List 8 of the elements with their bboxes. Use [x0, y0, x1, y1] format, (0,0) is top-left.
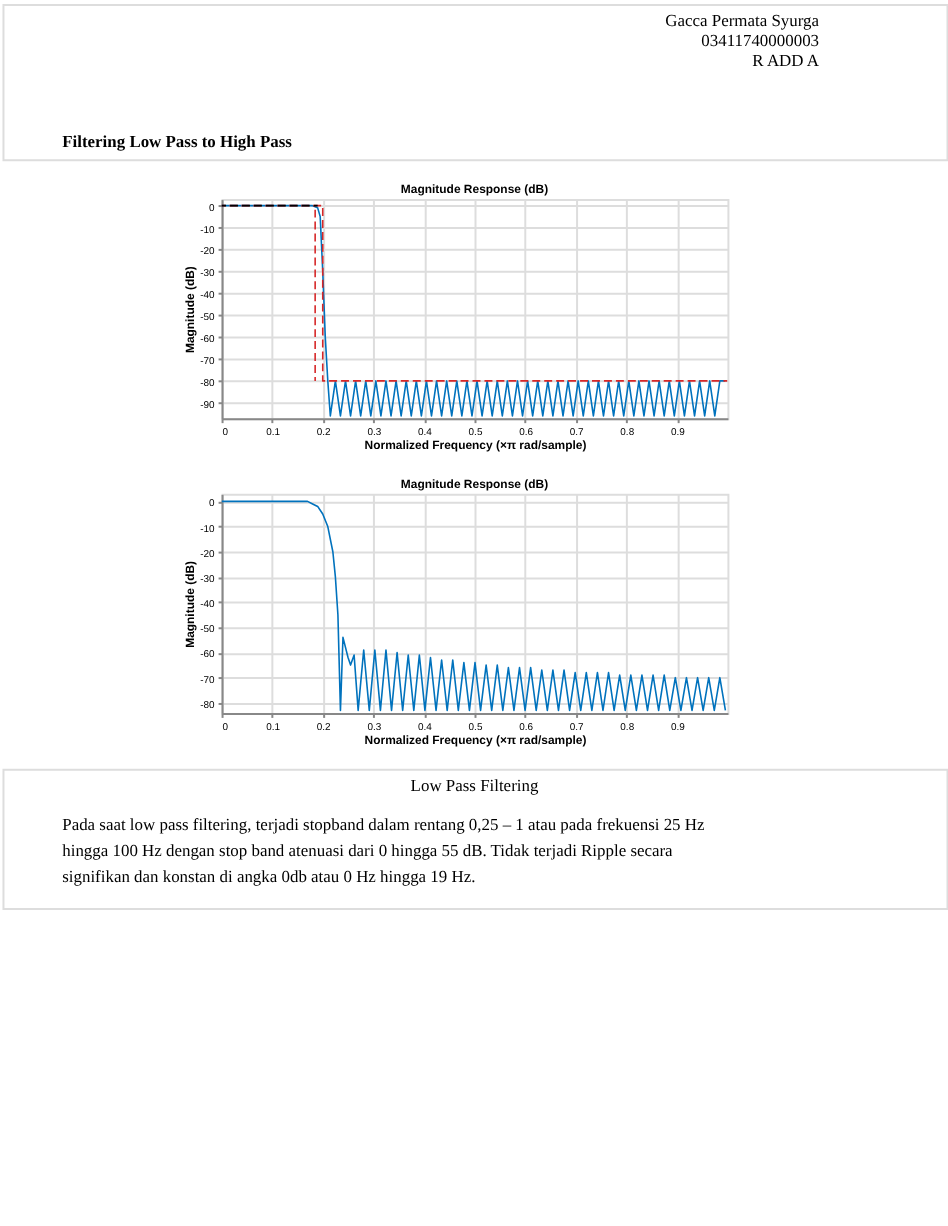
text: Pada saat low pass filtering, terjadi stopband dalam rentang 0,25 – 1 atau pada frekuensi 25 Hz	[62, 814, 705, 835]
text: 03411740000003	[701, 29, 820, 50]
text: hingga 100 Hz dengan stop band atenuasi dari 0 hingga 55 dB. Tidak terjadi Ripple secara	[62, 840, 674, 861]
text: R ADD A	[752, 49, 821, 70]
text: signifikan dan konstan di angka 0db atau 0 Hz hingga 19 Hz.	[62, 866, 476, 887]
text: Filtering Low Pass to High Pass	[62, 131, 294, 152]
text: Gacca Permata Syurga	[665, 9, 820, 30]
text: Low Pass Filtering	[410, 774, 540, 795]
